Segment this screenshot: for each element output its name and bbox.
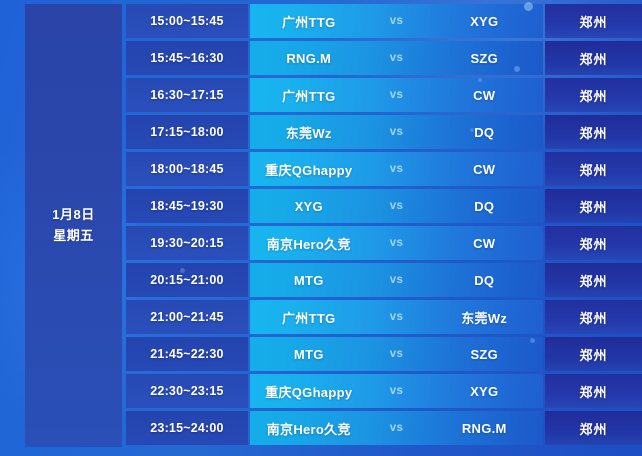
- table-row: 22:30~23:15 重庆QGhappy vs XYG 郑州: [126, 374, 642, 408]
- table-row: 19:30~20:15 南京Hero久竞 vs CW 郑州: [126, 226, 642, 260]
- match-time-cell: 21:45~22:30: [126, 337, 248, 371]
- versus-label: vs: [389, 237, 404, 249]
- team-one-label: 东莞Wz: [285, 125, 332, 141]
- table-row: 15:00~15:45 广州TTG vs XYG 郑州: [126, 4, 642, 38]
- match-teams-cell: 重庆QGhappy vs XYG: [250, 374, 543, 408]
- match-venue-cell: 郑州: [545, 41, 642, 75]
- match-teams-cell: 广州TTG vs XYG: [250, 4, 543, 38]
- versus-label: vs: [389, 348, 404, 360]
- match-teams-cell: XYG vs DQ: [250, 189, 543, 223]
- match-venue-cell: 郑州: [545, 411, 642, 445]
- match-time-cell: 15:45~16:30: [126, 41, 248, 75]
- versus-label: vs: [389, 422, 404, 434]
- table-row: 18:00~18:45 重庆QGhappy vs CW 郑州: [126, 152, 642, 186]
- match-teams-cell: MTG vs DQ: [250, 263, 543, 297]
- team-one-label: 南京Hero久竞: [266, 421, 351, 437]
- versus-label: vs: [389, 274, 404, 286]
- team-one-label: 南京Hero久竞: [266, 236, 351, 252]
- match-time-cell: 17:15~18:00: [126, 115, 248, 149]
- match-time-cell: 15:00~15:45: [126, 4, 248, 38]
- match-teams-cell: 广州TTG vs CW: [250, 78, 543, 112]
- match-teams-cell: 南京Hero久竞 vs CW: [250, 226, 543, 260]
- versus-label: vs: [389, 200, 404, 212]
- table-row: 17:15~18:00 东莞Wz vs DQ 郑州: [126, 115, 642, 149]
- team-two-label: RNG.M: [461, 420, 507, 436]
- match-time-cell: 20:15~21:00: [126, 263, 248, 297]
- versus-label: vs: [389, 89, 404, 101]
- match-teams-cell: 广州TTG vs 东莞Wz: [250, 300, 543, 334]
- match-venue-cell: 郑州: [545, 300, 642, 334]
- table-row: 16:30~17:15 广州TTG vs CW 郑州: [126, 78, 642, 112]
- match-teams-cell: RNG.M vs SZG: [250, 41, 543, 75]
- schedule-date-day: 1月8日: [52, 207, 95, 223]
- schedule-date-weekday: 星期五: [53, 227, 94, 243]
- table-row: 21:45~22:30 MTG vs SZG 郑州: [126, 337, 642, 371]
- versus-label: vs: [389, 163, 404, 175]
- match-venue-cell: 郑州: [545, 337, 642, 371]
- team-one-label: 广州TTG: [282, 310, 336, 326]
- match-time-cell: 21:00~21:45: [126, 300, 248, 334]
- match-venue-cell: 郑州: [545, 263, 642, 297]
- versus-label: vs: [389, 311, 404, 323]
- team-two-label: DQ: [474, 124, 495, 140]
- team-one-label: 广州TTG: [282, 14, 336, 30]
- match-venue-cell: 郑州: [545, 4, 642, 38]
- team-two-label: CW: [473, 161, 496, 177]
- table-row: 21:00~21:45 广州TTG vs 东莞Wz 郑州: [126, 300, 642, 334]
- team-two-label: DQ: [474, 198, 495, 214]
- match-time-cell: 22:30~23:15: [126, 374, 248, 408]
- team-one-label: 重庆QGhappy: [265, 384, 353, 400]
- team-two-label: CW: [473, 235, 496, 251]
- match-time-cell: 16:30~17:15: [126, 78, 248, 112]
- team-one-label: MTG: [293, 346, 324, 362]
- team-one-label: MTG: [293, 272, 324, 288]
- match-venue-cell: 郑州: [545, 152, 642, 186]
- match-venue-cell: 郑州: [545, 189, 642, 223]
- team-two-label: CW: [473, 87, 496, 103]
- match-time-cell: 18:00~18:45: [126, 152, 248, 186]
- match-time-cell: 18:45~19:30: [126, 189, 248, 223]
- match-venue-cell: 郑州: [545, 226, 642, 260]
- team-two-label: 东莞Wz: [461, 310, 508, 326]
- match-time-cell: 19:30~20:15: [126, 226, 248, 260]
- team-one-label: 重庆QGhappy: [265, 162, 353, 178]
- team-one-label: RNG.M: [286, 50, 332, 66]
- schedule-date-cell: 1月8日 星期五: [25, 4, 122, 447]
- team-one-label: XYG: [294, 198, 323, 214]
- team-two-label: SZG: [470, 50, 499, 66]
- team-two-label: XYG: [470, 13, 499, 29]
- team-two-label: XYG: [470, 383, 499, 399]
- match-teams-cell: 南京Hero久竞 vs RNG.M: [250, 411, 543, 445]
- table-row: 15:45~16:30 RNG.M vs SZG 郑州: [126, 41, 642, 75]
- match-venue-cell: 郑州: [545, 115, 642, 149]
- versus-label: vs: [389, 126, 404, 138]
- team-two-label: SZG: [470, 346, 499, 362]
- team-one-label: 广州TTG: [282, 88, 336, 104]
- match-teams-cell: MTG vs SZG: [250, 337, 543, 371]
- table-row: 18:45~19:30 XYG vs DQ 郑州: [126, 189, 642, 223]
- match-teams-cell: 重庆QGhappy vs CW: [250, 152, 543, 186]
- match-venue-cell: 郑州: [545, 78, 642, 112]
- match-venue-cell: 郑州: [545, 374, 642, 408]
- versus-label: vs: [389, 52, 404, 64]
- versus-label: vs: [389, 385, 404, 397]
- versus-label: vs: [389, 15, 404, 27]
- team-two-label: DQ: [474, 272, 495, 288]
- match-teams-cell: 东莞Wz vs DQ: [250, 115, 543, 149]
- table-row: 23:15~24:00 南京Hero久竞 vs RNG.M 郑州: [126, 411, 642, 445]
- match-time-cell: 23:15~24:00: [126, 411, 248, 445]
- table-row: 20:15~21:00 MTG vs DQ 郑州: [126, 263, 642, 297]
